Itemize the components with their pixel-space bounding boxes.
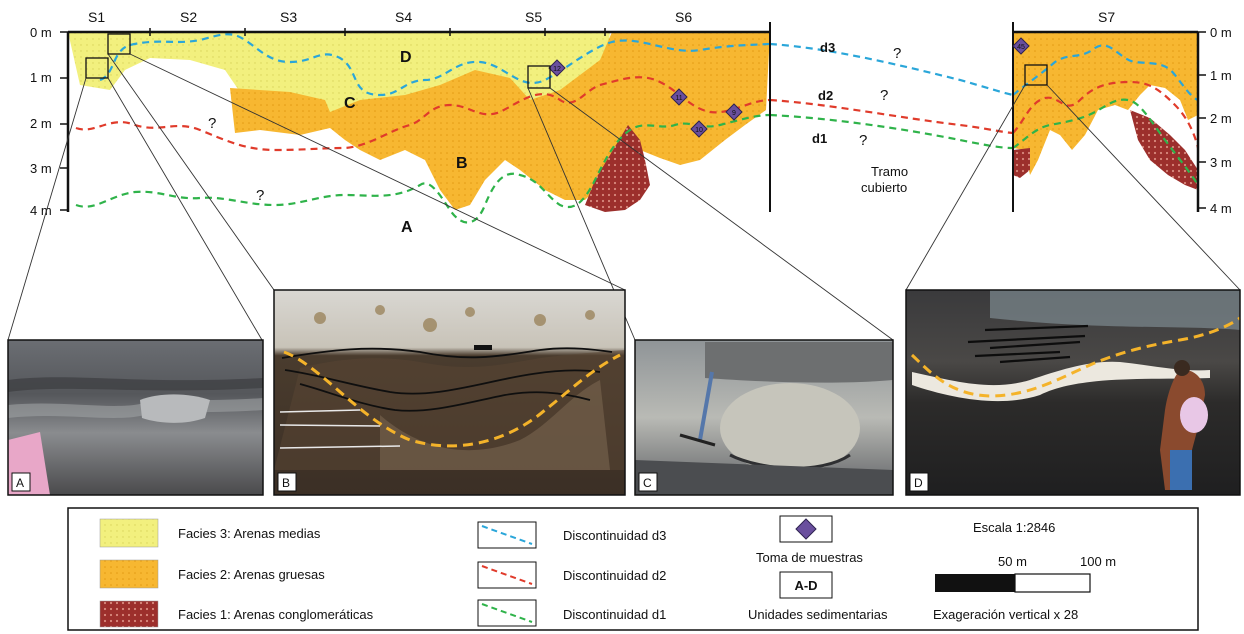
depth-label: 0 m: [30, 25, 52, 40]
svg-text:Facies 2: Arenas gruesas: Facies 2: Arenas gruesas: [178, 567, 325, 582]
zoom-boxes: [85, 33, 1048, 89]
svg-text:Toma de muestras: Toma de muestras: [756, 550, 863, 565]
question-mark: ?: [208, 115, 216, 132]
depth-label: 2 m: [30, 116, 52, 131]
unit-labels: A B C D: [344, 49, 468, 236]
discontinuity-d3-line: [99, 33, 1199, 102]
discontinuity-label: d3: [820, 40, 835, 55]
depth-label: 3 m: [1210, 155, 1232, 170]
svg-text:11: 11: [675, 95, 682, 102]
section-label: S2: [180, 9, 197, 25]
depth-label: 1 m: [30, 70, 52, 85]
unit-label: D: [400, 49, 412, 66]
section-label: S1: [88, 9, 105, 25]
depth-label: 4 m: [30, 203, 52, 218]
depth-label: 4 m: [1210, 201, 1232, 216]
photo-label: D: [914, 476, 923, 490]
discontinuity-label: d2: [818, 88, 833, 103]
photo-B: B: [273, 289, 626, 496]
svg-text:Facies 3: Arenas medias: Facies 3: Arenas medias: [178, 526, 321, 541]
legend-discontinuity-d3: Discontinuidad d3: [477, 521, 666, 549]
section-label: S5: [525, 9, 542, 25]
section-labels: S1 S2 S3 S4 S5 S6 S7: [88, 9, 1115, 25]
svg-text:Unidades sedimentarias: Unidades sedimentarias: [748, 607, 888, 622]
legend-discontinuity-d2: Discontinuidad d2: [477, 561, 666, 589]
depth-label: 1 m: [1210, 68, 1232, 83]
photo-D: D: [905, 289, 1241, 496]
sample-diamond-icon: 45: [1012, 37, 1030, 55]
svg-text:9: 9: [732, 110, 736, 117]
legend-facies-3: Facies 3: Arenas medias: [99, 518, 321, 548]
section-label: S7: [1098, 9, 1115, 25]
depth-axis-left: 0 m 1 m 2 m 3 m 4 m: [30, 25, 52, 218]
svg-text:Discontinuidad d3: Discontinuidad d3: [563, 528, 666, 543]
sample-diamond-icon: 10: [690, 120, 708, 138]
photo-label: B: [282, 476, 290, 490]
section-label: S6: [675, 9, 692, 25]
question-mark: ?: [859, 132, 867, 149]
legend-discontinuity-d1: Discontinuidad d1: [477, 599, 666, 627]
section-frame: [60, 22, 1206, 212]
question-mark: ?: [893, 45, 901, 62]
sample-diamond-icon: [795, 518, 817, 540]
sample-diamond-icon: 11: [670, 88, 688, 106]
svg-text:45: 45: [1017, 44, 1025, 51]
uncertainty-marks: ? ? ? ? ?: [208, 45, 901, 204]
legend-facies-1: Facies 1: Arenas conglomeráticas: [99, 600, 374, 628]
svg-text:Discontinuidad d1: Discontinuidad d1: [563, 607, 666, 622]
scale-bar-white: [1014, 573, 1091, 593]
zoom-connectors: [7, 53, 1241, 341]
svg-text:Exageración vertical x 28: Exageración vertical x 28: [933, 607, 1078, 622]
svg-text:12: 12: [553, 66, 561, 73]
covered-section-label: Tramo cubierto: [861, 164, 908, 195]
depth-axis-right: 0 m 1 m 2 m 3 m 4 m: [1210, 25, 1232, 216]
svg-text:Discontinuidad d2: Discontinuidad d2: [563, 568, 666, 583]
legend-scale: Escala 1:2846 50 m 100 m Exageración ver…: [933, 520, 1116, 622]
photo-label: A: [16, 476, 24, 490]
photo-label: C: [643, 476, 652, 490]
svg-text:100 m: 100 m: [1080, 554, 1116, 569]
section-label: S4: [395, 9, 412, 25]
discontinuity-labels: d3 d2 d1: [812, 40, 835, 146]
unit-label: C: [344, 95, 356, 112]
photo-A: A: [7, 339, 264, 496]
depth-label: 2 m: [1210, 111, 1232, 126]
unit-label: A: [401, 219, 413, 236]
svg-text:Tramo: Tramo: [871, 164, 908, 179]
svg-text:cubierto: cubierto: [861, 180, 907, 195]
facies-2-areas: [230, 32, 1198, 210]
section-label: S3: [280, 9, 297, 25]
facies-1-areas: [585, 110, 1198, 212]
sample-diamond-icon: 12: [548, 59, 566, 77]
photo-C: C: [634, 339, 894, 496]
svg-text:Facies 1: Arenas conglomerátic: Facies 1: Arenas conglomeráticas: [178, 607, 374, 622]
svg-text:A-D: A-D: [794, 578, 817, 593]
depth-label: 0 m: [1210, 25, 1232, 40]
svg-text:10: 10: [695, 127, 703, 134]
svg-text:50 m: 50 m: [998, 554, 1027, 569]
question-mark: ?: [256, 187, 264, 204]
question-mark: ?: [880, 87, 888, 104]
svg-text:Escala 1:2846: Escala 1:2846: [973, 520, 1055, 535]
depth-label: 3 m: [30, 161, 52, 176]
legend-units: A-D Unidades sedimentarias: [748, 571, 888, 622]
discontinuity-d2-line: [75, 76, 1200, 152]
scale-bar-black: [935, 574, 1015, 592]
legend-samples: Toma de muestras: [756, 515, 863, 565]
sample-diamond-icon: 9: [725, 103, 743, 121]
legend-facies-2: Facies 2: Arenas gruesas: [99, 559, 325, 589]
legend: Facies 3: Arenas medias Facies 2: Arenas…: [67, 507, 1199, 631]
unit-label: B: [456, 155, 468, 172]
sample-markers: 12 11 10 9 45: [548, 37, 1030, 138]
discontinuity-label: d1: [812, 131, 827, 146]
